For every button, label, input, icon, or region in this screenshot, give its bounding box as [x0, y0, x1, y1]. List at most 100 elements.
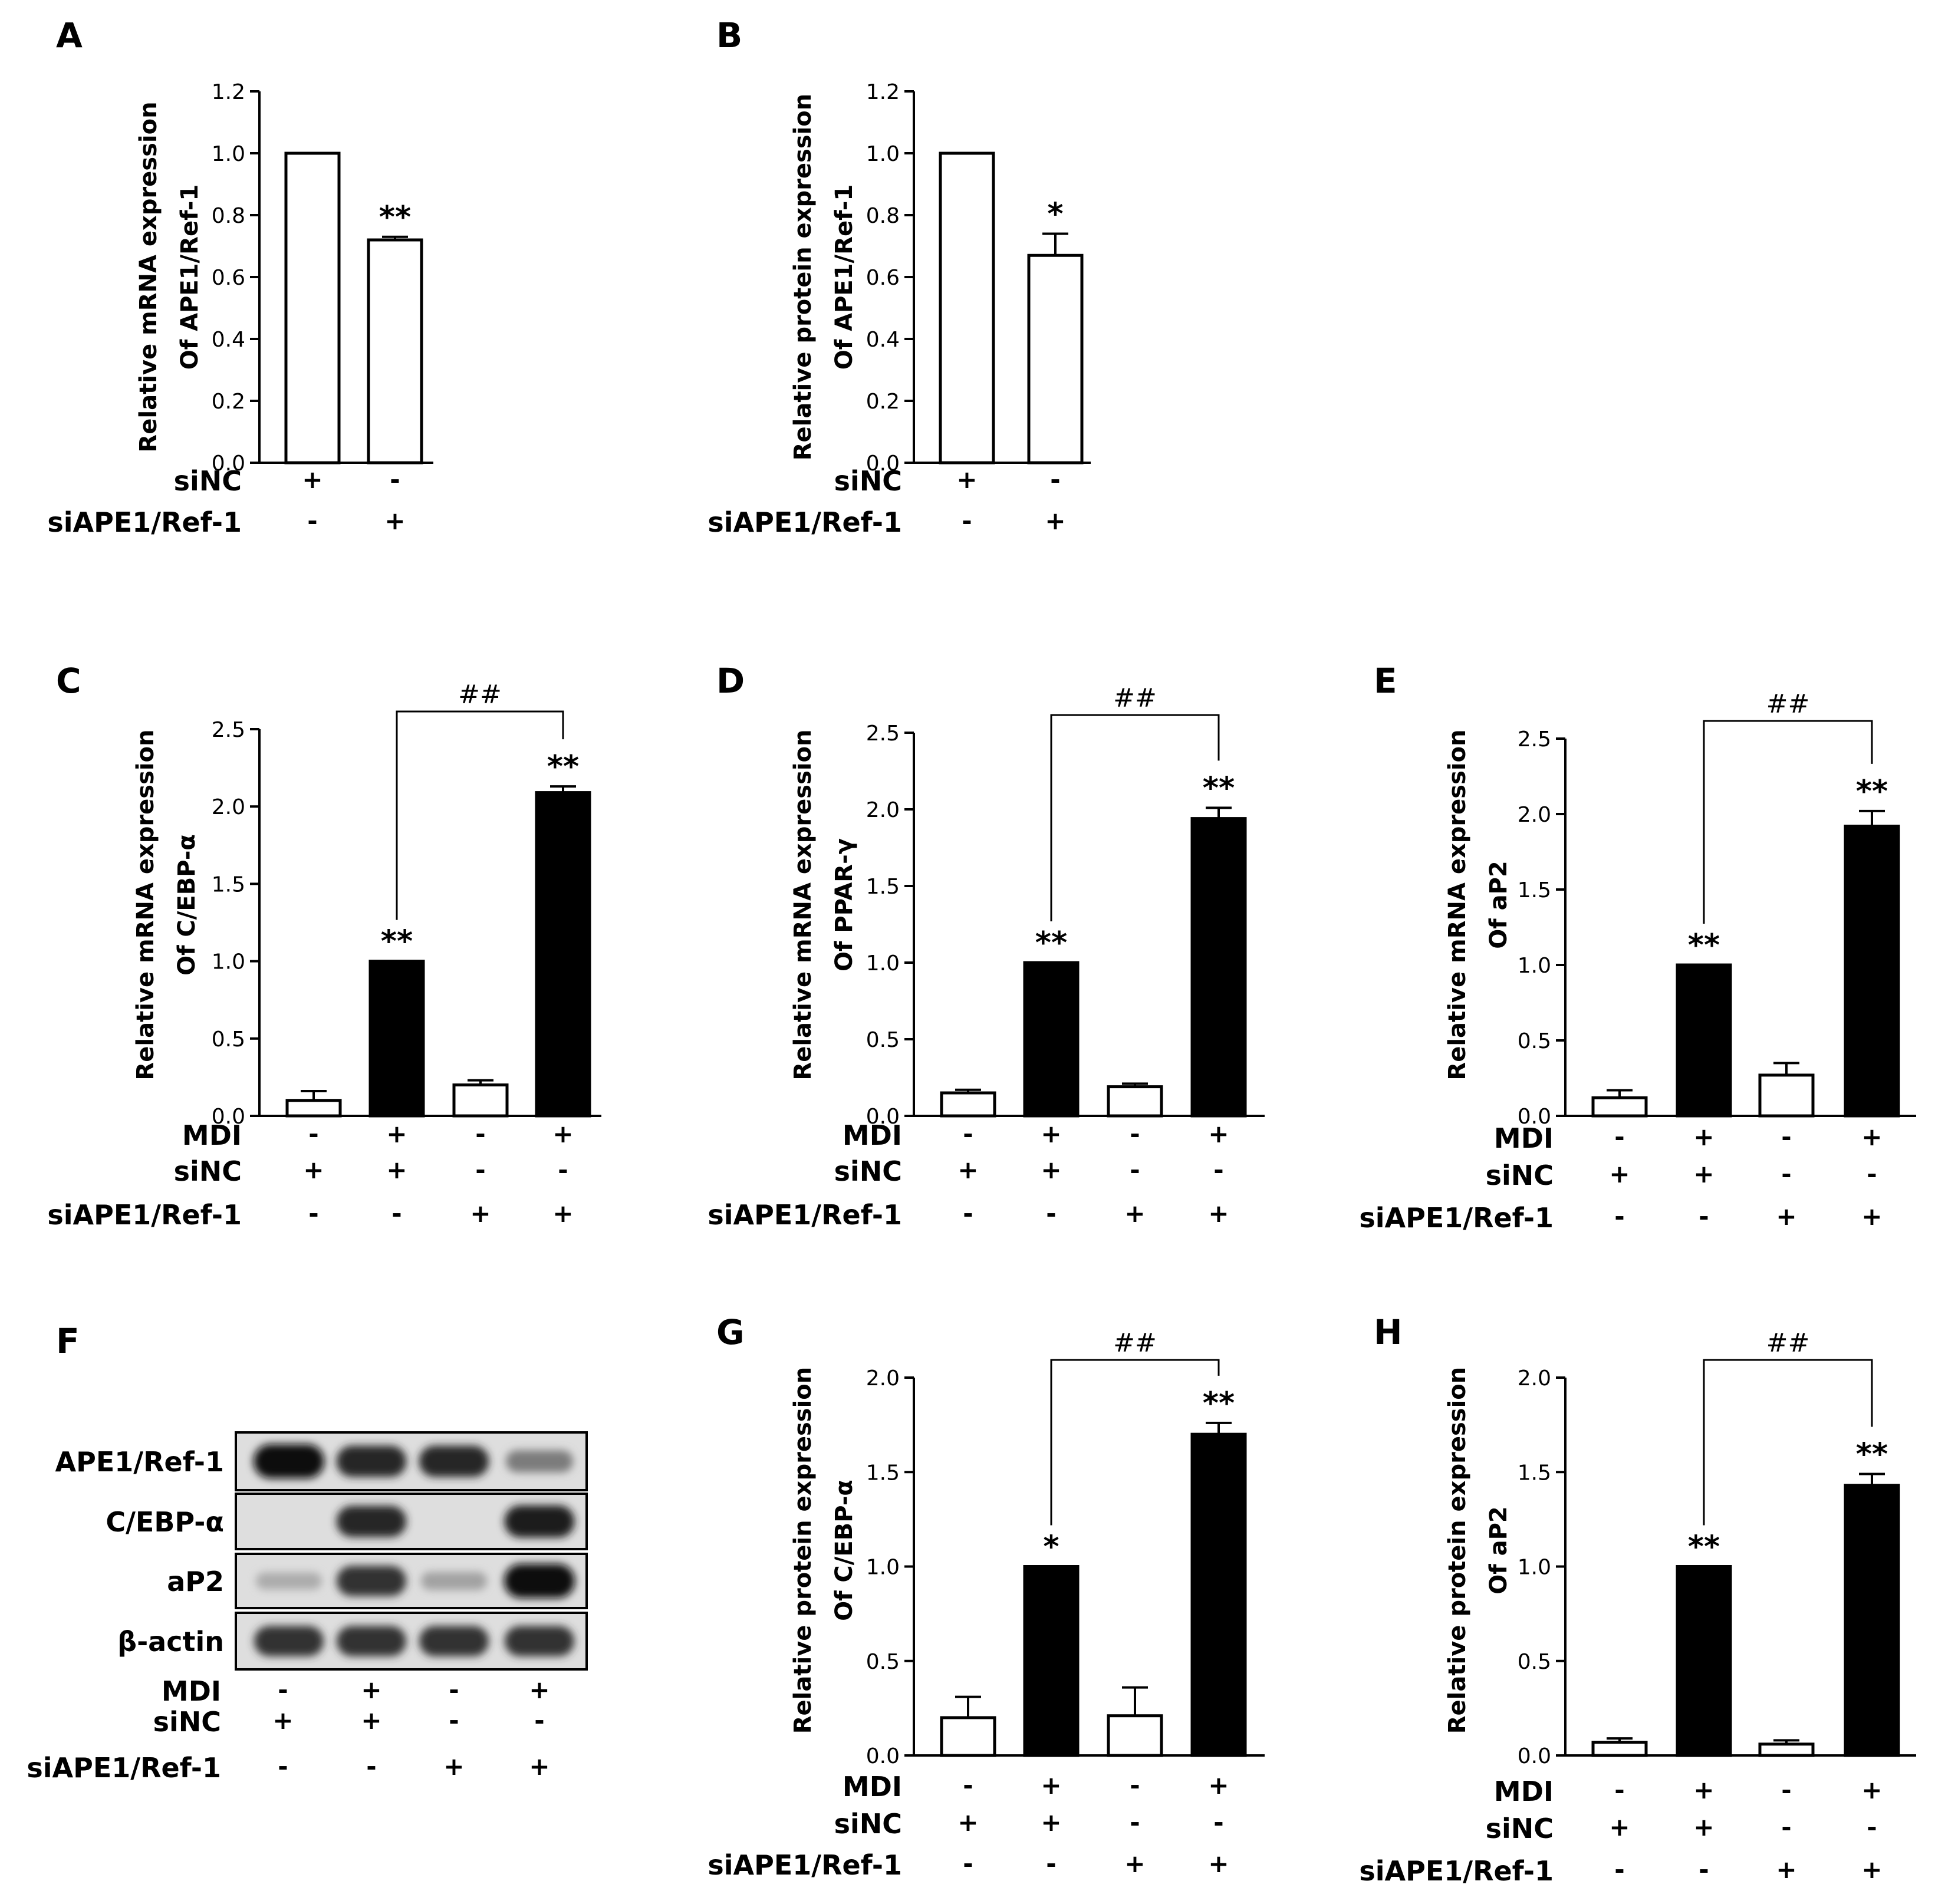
bar	[285, 1099, 342, 1118]
condition-label: siNC	[1486, 1813, 1554, 1844]
condition-sign: +	[1124, 1849, 1145, 1878]
y-tick-label: 0.5	[212, 1027, 245, 1052]
condition-sign: +	[957, 1808, 978, 1837]
y-tick-label: 2.5	[1518, 727, 1551, 752]
bar	[1591, 1741, 1648, 1757]
significance-mark: **	[1035, 925, 1067, 961]
bar	[1023, 961, 1080, 1118]
blot-band	[506, 1450, 573, 1473]
y-tick-label: 0.0	[866, 1744, 900, 1768]
bar	[1844, 1484, 1900, 1757]
condition-sign: -	[278, 1675, 288, 1704]
condition-sign: +	[529, 1675, 549, 1704]
blot-band	[336, 1506, 407, 1537]
condition-label: siNC	[1486, 1159, 1554, 1191]
condition-sign: -	[1781, 1122, 1791, 1151]
bar	[1107, 1714, 1163, 1757]
condition-sign: +	[1861, 1855, 1882, 1884]
y-axis-label: Relative protein expression	[789, 1367, 817, 1734]
y-axis-label: Of aP2	[1485, 1506, 1512, 1594]
bar	[1190, 817, 1247, 1118]
bracket-label: ##	[1113, 683, 1157, 713]
condition-sign: -	[1781, 1775, 1791, 1804]
y-tick-label: 0.0	[212, 452, 245, 476]
condition-sign: -	[475, 1155, 485, 1184]
condition-sign: -	[366, 1752, 376, 1781]
condition-label: siNC	[834, 1808, 902, 1840]
condition-sign: +	[957, 1155, 978, 1184]
condition-sign: +	[384, 506, 405, 535]
y-tick-label: 0.6	[212, 266, 245, 290]
bar	[1023, 1565, 1080, 1757]
condition-label: siNC	[174, 465, 242, 497]
condition-sign: -	[1614, 1202, 1624, 1231]
condition-label: siAPE1/Ref-1	[707, 1199, 902, 1231]
condition-sign: -	[449, 1706, 459, 1735]
condition-label: MDI	[182, 1119, 242, 1151]
panel-label: B	[716, 15, 742, 55]
condition-sign: -	[534, 1706, 544, 1735]
y-tick-label: 0.6	[866, 266, 900, 290]
y-tick-label: 0.8	[212, 204, 245, 228]
condition-sign: +	[361, 1706, 381, 1735]
condition-sign: +	[1861, 1775, 1882, 1804]
bar	[535, 791, 591, 1118]
y-tick-label: 1.5	[212, 872, 245, 897]
condition-sign: -	[1046, 1199, 1056, 1228]
blot-row-label: APE1/Ref-1	[55, 1446, 224, 1478]
y-tick-label: 0.5	[1518, 1029, 1551, 1053]
condition-sign: +	[1208, 1771, 1229, 1800]
condition-label: siAPE1/Ref-1	[27, 1752, 221, 1784]
significance-mark: **	[1688, 928, 1720, 963]
condition-sign: +	[1208, 1199, 1229, 1228]
blot-band	[505, 1626, 574, 1656]
y-axis-label: Of C/EBP-α	[173, 834, 200, 976]
condition-sign: -	[307, 506, 317, 535]
condition-sign: +	[470, 1199, 491, 1228]
condition-label: siNC	[834, 1155, 902, 1187]
condition-sign: +	[956, 465, 977, 494]
condition-sign: +	[1776, 1202, 1796, 1231]
condition-label: siAPE1/Ref-1	[47, 1199, 242, 1231]
condition-label: siNC	[834, 465, 902, 497]
condition-sign: -	[1614, 1775, 1624, 1804]
y-tick-label: 0.0	[866, 1105, 900, 1129]
panel-h: H 0.0 0.5 1.0 1.5 2.0 Relative protein express…	[1359, 1312, 1916, 1887]
y-axis-label: Relative mRNA expression	[789, 729, 817, 1080]
condition-sign: -	[1781, 1813, 1791, 1842]
condition-sign: -	[1213, 1808, 1223, 1837]
bar	[1107, 1085, 1163, 1118]
y-tick-label: 0.8	[866, 204, 900, 228]
blot-row-label: aP2	[167, 1566, 224, 1597]
significance-mark: **	[1203, 770, 1235, 806]
condition-sign: +	[1861, 1202, 1882, 1231]
y-tick-label: 1.0	[1518, 1556, 1551, 1580]
y-tick-label: 0.0	[212, 1105, 245, 1129]
blot-band	[419, 1626, 489, 1656]
y-axis-label: Relative protein expression	[789, 94, 817, 461]
y-tick-label: 2.0	[866, 798, 900, 822]
comparison-bracket	[1050, 714, 1220, 921]
y-axis-label: Of APE1/Ref-1	[831, 185, 858, 370]
blot-band	[256, 1572, 322, 1590]
y-tick-label: 1.0	[866, 142, 900, 166]
bracket-label: ##	[458, 680, 502, 710]
y-tick-label: 1.0	[1518, 954, 1551, 978]
condition-sign: -	[1213, 1155, 1223, 1184]
bar	[368, 960, 425, 1118]
condition-sign: +	[552, 1199, 573, 1228]
y-tick-label: 1.2	[866, 80, 900, 104]
significance-mark: **	[1688, 1530, 1720, 1565]
condition-label: MDI	[162, 1675, 221, 1707]
blot-band	[419, 1445, 489, 1477]
condition-sign: -	[449, 1675, 459, 1704]
panel-label: E	[1374, 661, 1397, 701]
condition-sign: +	[443, 1752, 464, 1781]
condition-sign: -	[963, 1771, 973, 1800]
significance-mark: *	[1047, 197, 1063, 232]
condition-sign: -	[1050, 465, 1060, 494]
condition-sign: +	[1124, 1199, 1145, 1228]
comparison-bracket	[1050, 1359, 1220, 1526]
